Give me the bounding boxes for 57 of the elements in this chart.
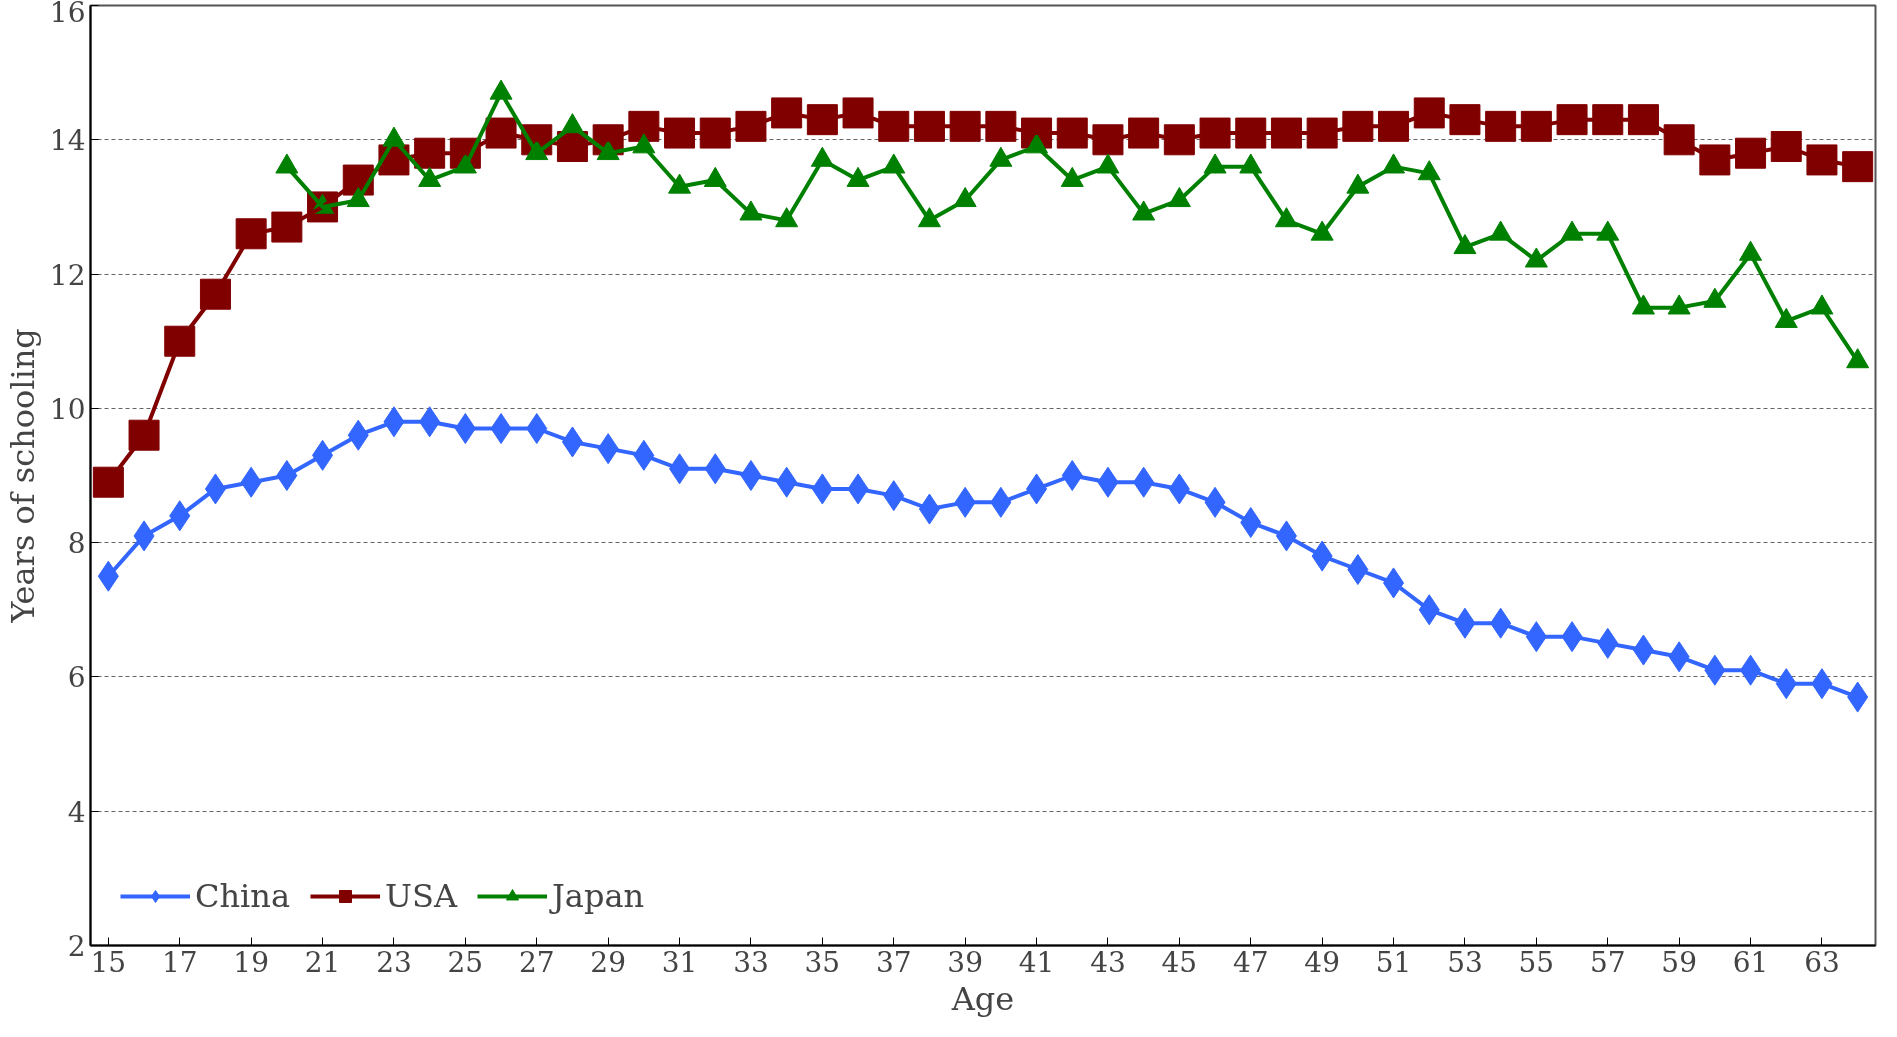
- x-tick-label: 35: [804, 945, 841, 979]
- y-tick-label: 12: [49, 258, 86, 292]
- point: [1806, 144, 1838, 176]
- y-tick-label: 2: [67, 930, 86, 963]
- x-tick-label: 43: [1090, 945, 1126, 979]
- y-tick-label: 6: [67, 661, 86, 695]
- point: [1699, 144, 1731, 176]
- point: [1413, 97, 1445, 129]
- x-tick-label: 63: [1804, 945, 1840, 979]
- x-tick-label: 61: [1732, 945, 1769, 979]
- x-tick-label: 17: [161, 945, 198, 979]
- x-tick-label: 51: [1375, 945, 1412, 979]
- x-tick-label: 29: [590, 945, 626, 979]
- x-tick-label: 39: [947, 945, 983, 979]
- point: [1842, 151, 1874, 183]
- point: [842, 97, 874, 129]
- legend-label: China: [195, 877, 291, 915]
- point: [1556, 104, 1588, 136]
- y-tick-label: 4: [67, 795, 86, 829]
- y-tick-label: 16: [49, 0, 86, 29]
- y-tick-label: 8: [67, 527, 86, 561]
- x-tick-label: 59: [1661, 945, 1697, 979]
- y-tick-label: 10: [49, 392, 86, 426]
- x-tick-label: 41: [1018, 945, 1055, 979]
- point: [1270, 117, 1302, 149]
- point: [1449, 104, 1481, 136]
- x-tick-label: 23: [376, 945, 412, 979]
- point: [985, 110, 1017, 142]
- x-tick-label: 49: [1304, 945, 1340, 979]
- point: [1056, 117, 1088, 149]
- point: [1306, 117, 1338, 149]
- x-tick-label: 25: [447, 945, 484, 979]
- x-tick-label: 21: [304, 945, 341, 979]
- x-tick-label: 31: [661, 945, 698, 979]
- point: [771, 97, 803, 129]
- point: [92, 466, 124, 498]
- legend-label: USA: [385, 877, 458, 915]
- x-tick-label: 27: [518, 945, 555, 979]
- point: [1235, 117, 1267, 149]
- x-tick-label: 19: [233, 945, 269, 979]
- point: [1342, 110, 1374, 142]
- x-tick-label: 33: [733, 945, 769, 979]
- x-axis-title: Age: [950, 979, 1015, 1018]
- point: [271, 211, 303, 243]
- x-tick-label: 55: [1518, 945, 1555, 979]
- x-tick-label: 53: [1447, 945, 1483, 979]
- x-tick-label: 57: [1589, 945, 1626, 979]
- x-tick-label: 47: [1232, 945, 1269, 979]
- x-tick-label: 37: [875, 945, 912, 979]
- point: [1128, 117, 1160, 149]
- x-tick-label: 15: [90, 945, 127, 979]
- x-tick-label: 45: [1161, 945, 1198, 979]
- y-tick-label: 14: [49, 124, 86, 158]
- y-axis-title: Years of schooling: [3, 328, 42, 624]
- point: [1199, 117, 1231, 149]
- point: [664, 117, 696, 149]
- point: [699, 117, 731, 149]
